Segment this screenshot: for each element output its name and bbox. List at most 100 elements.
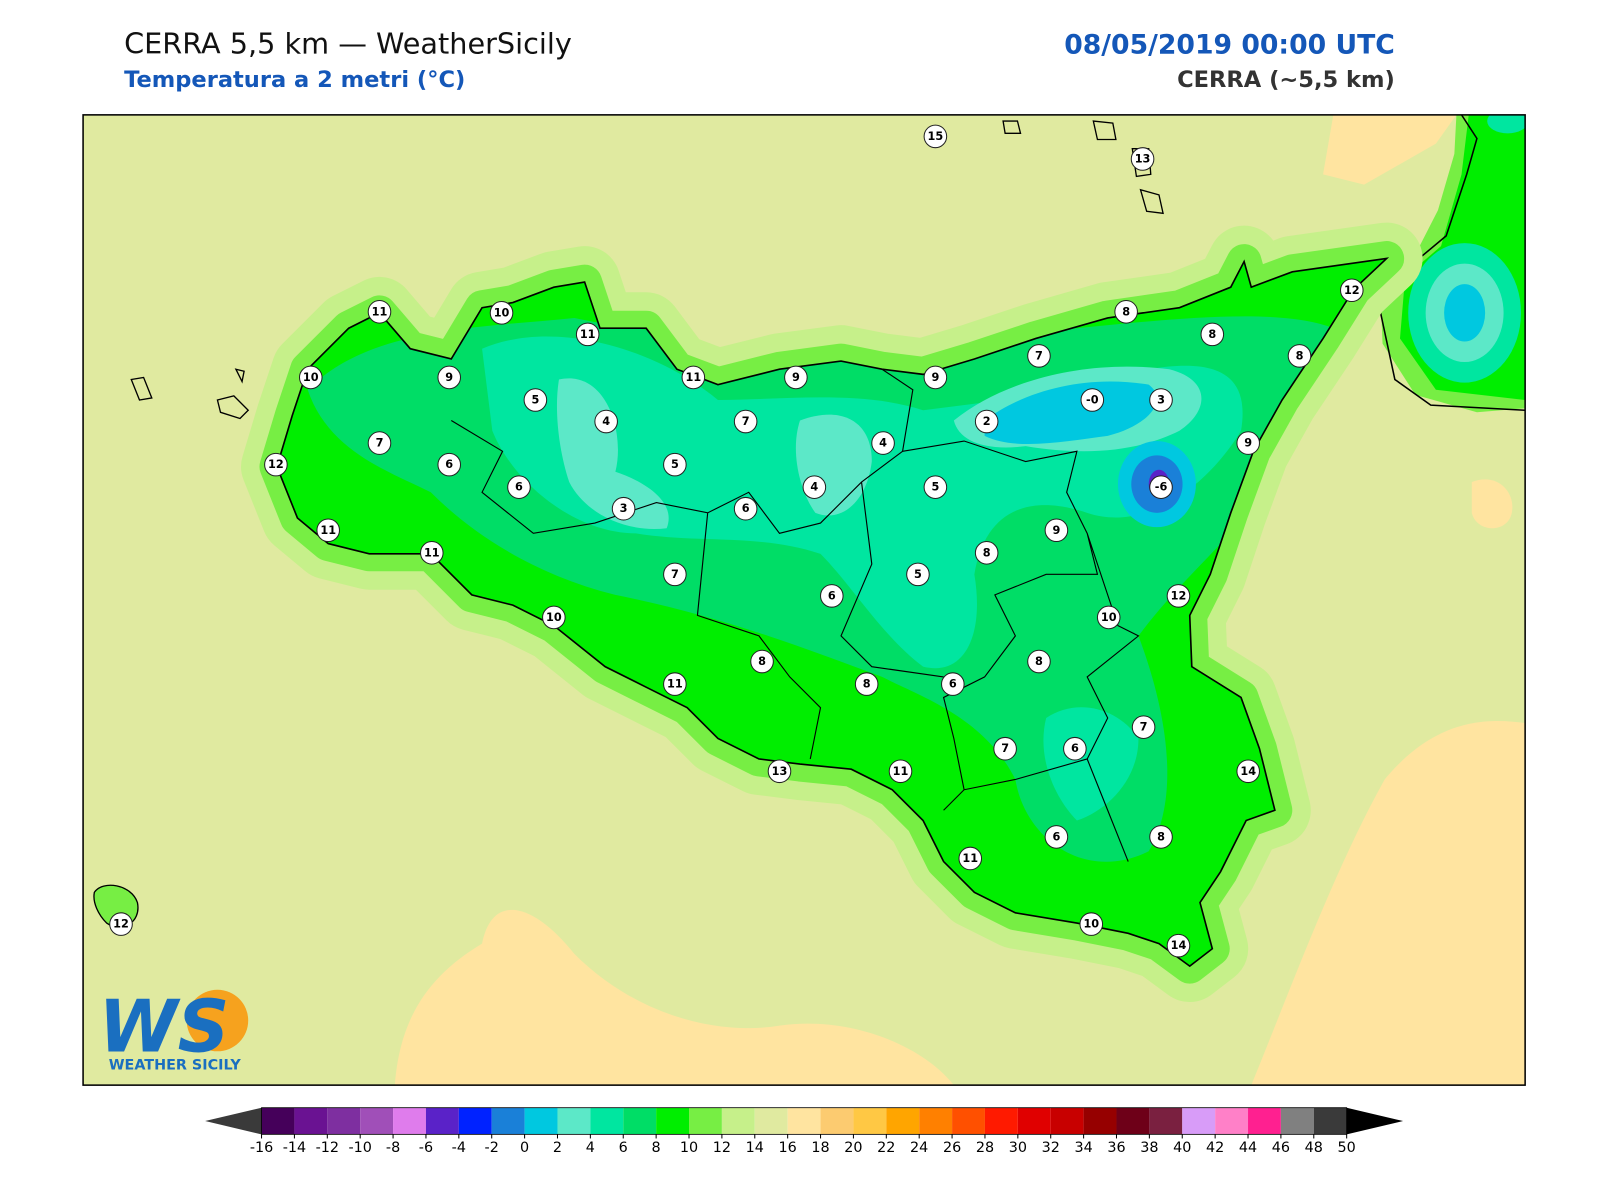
colorbar-swatch [1017, 1107, 1051, 1135]
station-value: 4 [810, 481, 818, 494]
station-value: 7 [1035, 349, 1043, 362]
colorbar-tick-label: 10 [680, 1140, 698, 1156]
colorbar-tick-label: -12 [316, 1140, 339, 1156]
colorbar-tick-label: -4 [452, 1140, 466, 1156]
station-marker [1063, 736, 1087, 761]
station-marker [941, 672, 965, 696]
station-value: -6 [1155, 481, 1168, 494]
station: 8 [854, 672, 879, 696]
station: 8 [974, 541, 999, 565]
station-marker [906, 562, 930, 587]
station-value: 2 [983, 415, 991, 428]
logo-name: WEATHER SICILY [109, 1058, 242, 1074]
station-marker [993, 736, 1017, 761]
station-value: 10 [303, 371, 319, 384]
station: -0 [1080, 388, 1105, 412]
station-marker [819, 584, 844, 608]
subtitle: Temperatura a 2 metri (°C) [124, 67, 465, 93]
station-marker [1114, 300, 1138, 324]
station-value: 12 [1344, 284, 1360, 297]
station-value: 8 [1296, 349, 1304, 362]
station-marker [367, 300, 392, 324]
station: 2 [974, 409, 999, 434]
station-marker [1166, 584, 1191, 608]
colorbar-under [205, 1107, 262, 1135]
colorbar-tick-label: -2 [485, 1140, 499, 1156]
colorbar-tick-label: -8 [386, 1140, 400, 1156]
station: 4 [802, 475, 827, 499]
colorbar-tick-label: 38 [1140, 1140, 1158, 1156]
station: 8 [1200, 322, 1225, 347]
station-marker [923, 124, 948, 149]
colorbar-tick-label: 44 [1239, 1140, 1257, 1156]
station-value: 9 [931, 371, 939, 384]
colorbar-swatch [623, 1107, 657, 1135]
colorbar-tick-label: 34 [1074, 1140, 1092, 1156]
station: 6 [1044, 825, 1069, 849]
colorbar-swatch [360, 1107, 394, 1135]
station: 11 [575, 322, 600, 347]
logo-letters: WS [98, 984, 229, 1068]
colorbar-swatch [1050, 1107, 1084, 1135]
station-marker [1339, 278, 1364, 303]
station-marker [923, 365, 948, 390]
colorbar-swatch [787, 1107, 821, 1135]
station-value: 4 [602, 415, 610, 428]
colorbar-swatch [656, 1107, 690, 1135]
station-marker [1131, 715, 1156, 739]
station-value: 8 [1035, 655, 1043, 668]
station-value: 10 [546, 611, 562, 624]
station: 13 [1130, 147, 1155, 171]
colorbar-swatch [919, 1107, 953, 1135]
station-value: 10 [1083, 918, 1099, 931]
station: 7 [663, 562, 687, 587]
colorbar-tick-label: 40 [1173, 1140, 1191, 1156]
station-value: 6 [949, 678, 957, 691]
colorbar-swatch [1083, 1107, 1117, 1135]
colorbar-swatch [952, 1107, 985, 1135]
warm-area [1251, 721, 1526, 1086]
station: 11 [367, 300, 392, 324]
station-marker [1236, 431, 1260, 455]
station-value: 12 [268, 458, 284, 471]
colorbar-tick-label: 46 [1272, 1140, 1290, 1156]
station-value: 6 [445, 458, 453, 471]
station-marker [733, 409, 758, 434]
station: 7 [993, 736, 1017, 761]
station-value: 12 [113, 918, 129, 931]
station-marker [507, 475, 531, 499]
station: 6 [733, 496, 758, 521]
calabria-field [1487, 114, 1526, 134]
colorbar-swatch [1215, 1107, 1249, 1135]
station-marker [958, 846, 983, 871]
station: 5 [923, 475, 948, 499]
colorbar-swatch [1313, 1107, 1347, 1135]
colorbar-swatch [754, 1107, 788, 1135]
station-marker [854, 672, 879, 696]
station-value: 7 [1140, 721, 1148, 734]
station: 4 [871, 431, 895, 455]
logo-sun [186, 989, 249, 1052]
station-value: 15 [928, 130, 944, 143]
colorbar-swatch [557, 1107, 591, 1135]
station-value: 14 [1240, 765, 1256, 778]
colorbar-swatch [491, 1107, 525, 1135]
station-marker [437, 452, 462, 477]
station-value: 6 [1052, 830, 1060, 843]
station: 9 [1044, 518, 1069, 543]
station-value: 9 [792, 371, 800, 384]
station-value: 6 [742, 502, 750, 515]
station-layer: 15 13 11 10 11 12 8 8 10 9 11 9 9 7 8 5 -0 3 4 7 2 7 4 9 12 6 5 6 4 5… [109, 124, 1364, 958]
colorbar-tick-label: 24 [910, 1140, 928, 1156]
station-marker [594, 409, 618, 434]
colorbar-over [1346, 1107, 1404, 1135]
colorbar-swatch [1182, 1107, 1216, 1135]
colorbar-tick-label: 32 [1042, 1140, 1060, 1156]
colorbar-tick-label: -14 [283, 1140, 306, 1156]
station-value: 5 [531, 394, 539, 407]
station-marker [784, 365, 808, 390]
station-value: 11 [667, 678, 683, 691]
station: 14 [1166, 933, 1191, 958]
station-marker [923, 475, 948, 499]
